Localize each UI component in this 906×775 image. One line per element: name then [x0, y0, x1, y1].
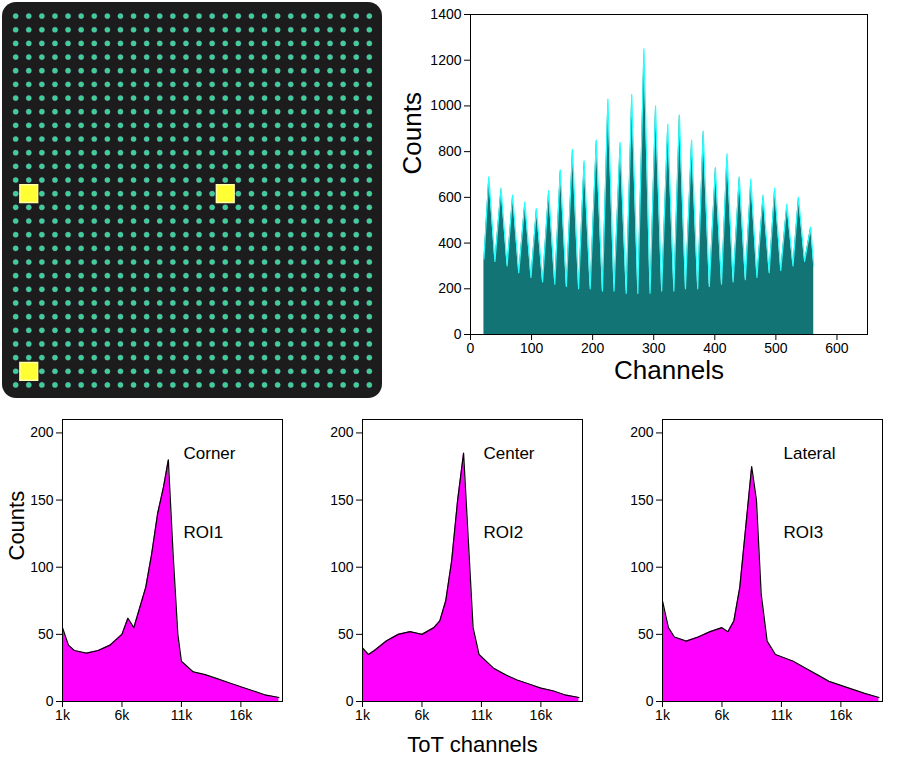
svg-text:1k: 1k [655, 707, 671, 723]
svg-text:1000: 1000 [430, 97, 461, 113]
svg-text:Lateral: Lateral [784, 444, 836, 463]
svg-text:200: 200 [581, 340, 605, 356]
svg-text:0: 0 [467, 340, 475, 356]
svg-text:200: 200 [330, 424, 354, 440]
svg-text:400: 400 [438, 235, 462, 251]
svg-text:1400: 1400 [430, 6, 461, 22]
svg-text:50: 50 [338, 626, 354, 642]
svg-text:400: 400 [703, 340, 727, 357]
svg-text:200: 200 [30, 424, 54, 440]
svg-text:150: 150 [630, 492, 654, 508]
svg-text:150: 150 [30, 492, 54, 508]
svg-text:800: 800 [438, 143, 462, 159]
svg-text:50: 50 [638, 626, 654, 642]
svg-text:1200: 1200 [430, 52, 461, 68]
svg-text:0: 0 [646, 693, 654, 709]
svg-text:Counts: Counts [4, 491, 29, 561]
svg-text:ROI1: ROI1 [184, 523, 224, 542]
svg-text:0: 0 [454, 326, 462, 342]
svg-text:150: 150 [330, 492, 354, 508]
svg-text:1k: 1k [355, 707, 371, 723]
svg-text:100: 100 [30, 559, 54, 575]
svg-text:Channels: Channels [614, 355, 724, 385]
svg-text:100: 100 [630, 559, 654, 575]
svg-text:16k: 16k [230, 707, 254, 723]
svg-text:500: 500 [764, 340, 788, 356]
svg-text:ROI3: ROI3 [784, 523, 824, 542]
svg-text:16k: 16k [530, 707, 554, 723]
svg-text:100: 100 [330, 559, 354, 575]
svg-text:11k: 11k [171, 707, 194, 723]
svg-text:ROI2: ROI2 [484, 523, 524, 542]
svg-text:6k: 6k [115, 707, 131, 723]
svg-text:0: 0 [46, 693, 54, 709]
svg-text:600: 600 [825, 340, 849, 356]
svg-text:1k: 1k [55, 707, 71, 723]
svg-text:Corner: Corner [184, 444, 236, 463]
svg-text:600: 600 [438, 189, 462, 205]
svg-text:100: 100 [520, 340, 544, 356]
svg-text:11k: 11k [471, 707, 494, 723]
svg-text:200: 200 [438, 280, 462, 296]
svg-text:6k: 6k [415, 707, 431, 723]
svg-text:Counts: Counts [397, 92, 427, 174]
svg-text:300: 300 [642, 340, 666, 357]
svg-text:0: 0 [346, 693, 354, 709]
svg-text:200: 200 [630, 424, 654, 440]
svg-text:Center: Center [484, 444, 535, 463]
svg-text:ToT channels: ToT channels [407, 732, 537, 757]
svg-text:16k: 16k [830, 707, 854, 723]
svg-text:50: 50 [38, 626, 54, 642]
svg-text:11k: 11k [771, 707, 794, 723]
svg-text:6k: 6k [715, 707, 731, 723]
